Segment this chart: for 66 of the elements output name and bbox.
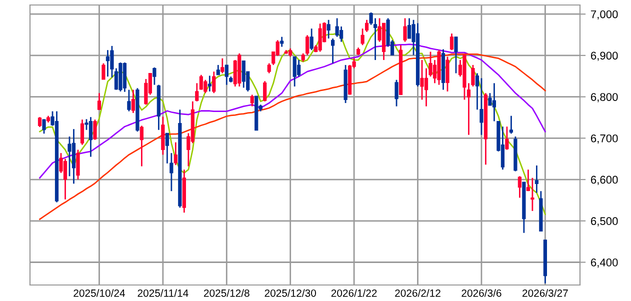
y-tick-label: 6,700 xyxy=(590,134,618,144)
x-tick-label: 2026/1/22 xyxy=(331,289,377,297)
line-series xyxy=(39,27,546,215)
candlestick xyxy=(364,19,369,33)
y-tick-label: 6,500 xyxy=(590,217,618,226)
candlestick xyxy=(492,82,496,122)
y-tick-label: 6,900 xyxy=(590,52,618,61)
candlestick xyxy=(80,118,84,146)
candlestick xyxy=(335,18,339,38)
x-tick-label: 2026/3/27 xyxy=(522,289,568,297)
candlestick xyxy=(204,79,208,94)
candlestick xyxy=(394,79,398,108)
y-tick-label: 6,400 xyxy=(590,258,618,268)
candlestick xyxy=(310,28,314,51)
candlestick xyxy=(530,177,534,212)
candlestick xyxy=(152,66,156,86)
candlestick xyxy=(331,38,335,64)
candlestick xyxy=(280,36,284,48)
candlestick xyxy=(208,75,212,92)
candlestick xyxy=(242,60,246,88)
candlestick xyxy=(174,142,178,166)
candlestick xyxy=(224,64,228,86)
y-tick-label: 6,600 xyxy=(590,176,618,185)
candlestick xyxy=(93,118,97,141)
candlestick xyxy=(420,59,424,100)
candlestick xyxy=(220,58,224,74)
x-tick-label: 2026/3/6 xyxy=(462,289,502,297)
candlestick xyxy=(267,62,271,74)
x-tick-label: 2025/10/24 xyxy=(74,289,125,297)
candlestick xyxy=(534,164,538,194)
candlestick xyxy=(102,62,106,80)
candlestick xyxy=(326,19,330,40)
candlestick xyxy=(76,149,80,180)
candlestick xyxy=(106,49,110,78)
candlestick xyxy=(407,18,412,40)
candlestick xyxy=(42,118,46,134)
candlestick xyxy=(97,92,102,111)
candlestick xyxy=(212,70,216,94)
candlestick xyxy=(318,22,322,52)
candlestick xyxy=(518,176,522,198)
candlestick xyxy=(505,126,509,150)
candlestick xyxy=(195,82,199,102)
candlestick xyxy=(454,36,458,74)
candlestick xyxy=(131,89,136,114)
candlestick xyxy=(140,125,144,167)
candlestick xyxy=(450,32,454,51)
candlestick xyxy=(63,158,68,200)
candlestick xyxy=(403,18,407,43)
candlestick xyxy=(38,116,42,128)
candlestick xyxy=(127,89,131,112)
line-series xyxy=(39,54,546,220)
candlestick xyxy=(509,115,514,134)
x-tick-label: 2025/12/30 xyxy=(264,289,316,297)
candlestick xyxy=(250,94,254,108)
candlestick xyxy=(88,116,93,158)
candlestick xyxy=(263,80,267,102)
candlestick xyxy=(446,56,450,92)
candlestick xyxy=(68,136,72,177)
candlestick xyxy=(216,64,220,76)
candlestick xyxy=(360,28,364,46)
x-tick-label: 2025/12/8 xyxy=(204,289,250,297)
y-tick-label: 7,000 xyxy=(590,10,618,20)
candlestick xyxy=(292,56,296,88)
x-tick-label: 2025/11/14 xyxy=(138,289,188,297)
y-tick-label: 6,800 xyxy=(590,93,618,102)
x-tick-label: 2026/2/12 xyxy=(395,289,440,297)
